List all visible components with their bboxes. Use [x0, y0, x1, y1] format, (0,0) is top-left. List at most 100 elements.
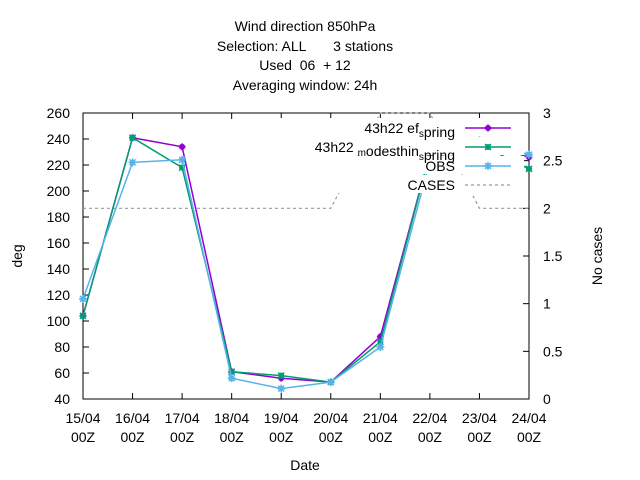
- x-tick-label-date: 19/04: [264, 410, 299, 426]
- y-tick-label: 120: [47, 287, 71, 303]
- y2-tick-label: 1.5: [543, 248, 563, 264]
- legend-background: [270, 118, 524, 136]
- legend-label-part: pring: [424, 147, 455, 163]
- marker-dot: [484, 143, 492, 151]
- data-point: [178, 143, 186, 151]
- x-tick-label-date: 23/04: [462, 410, 497, 426]
- marker-dot: [179, 157, 185, 163]
- data-point: [129, 134, 137, 142]
- title-line-2: Selection: ALL 3 stations: [217, 38, 393, 54]
- legend-label-part: ef: [407, 120, 419, 136]
- marker-dot: [278, 372, 285, 379]
- x-tick-label-time: 00Z: [517, 429, 542, 445]
- x-tick-label-date: 17/04: [165, 410, 200, 426]
- legend-label: 43h22 efspring: [364, 120, 455, 140]
- y-tick-label: 140: [47, 261, 71, 277]
- legend-background: [270, 137, 524, 155]
- x-tick-label-time: 00Z: [368, 429, 393, 445]
- marker-dot: [525, 165, 533, 172]
- data-point: [326, 378, 335, 387]
- legend-label-part: pring: [424, 124, 455, 140]
- plot-frame: [82, 112, 530, 400]
- y-tick-label: 200: [47, 183, 71, 199]
- legend-label-part: CASES: [408, 177, 455, 193]
- data-point: [525, 165, 533, 173]
- x-tick-label-date: 20/04: [313, 410, 348, 426]
- marker-dot: [278, 385, 284, 392]
- title-line-1: Wind direction 850hPa: [235, 18, 376, 34]
- data-point: [79, 312, 87, 320]
- legend-swatch-marker: [484, 162, 492, 170]
- title-line-3: Used 06 + 12: [259, 57, 351, 73]
- x-tick-label-date: 15/04: [65, 410, 100, 426]
- marker-dot: [79, 312, 87, 319]
- y2-tick-label: 1: [543, 296, 551, 312]
- y-tick-label: 100: [47, 313, 71, 329]
- legend-label-part: m: [358, 148, 366, 159]
- data-point: [79, 294, 87, 303]
- y2-axis-label: No cases: [589, 227, 605, 285]
- legend-label-part: OBS: [425, 158, 455, 174]
- x-tick-label-time: 00Z: [71, 429, 96, 445]
- legend-swatch-marker: [484, 124, 492, 132]
- legend-label: CASES: [408, 177, 455, 193]
- data-point: [227, 374, 236, 383]
- y2-tick-label: 2: [543, 200, 551, 216]
- data-point: [376, 343, 385, 351]
- data-point: [128, 158, 137, 167]
- x-tick-label-time: 00Z: [269, 429, 294, 445]
- legend-label: OBS: [425, 158, 455, 174]
- legend-swatch-marker: [484, 143, 492, 151]
- x-tick-label-date: 18/04: [214, 410, 249, 426]
- legend-label-part: s: [419, 129, 424, 140]
- y-axis-label: deg: [9, 244, 25, 267]
- chart-title: Wind direction 850hPa Selection: ALL 3 s…: [217, 18, 393, 93]
- x-tick-label-date: 21/04: [363, 410, 398, 426]
- x-tick-label-time: 00Z: [467, 429, 492, 445]
- y-tick-label: 260: [47, 105, 71, 121]
- y-tick-label: 40: [54, 391, 70, 407]
- legend-background: [270, 156, 524, 174]
- x-tick-label-time: 00Z: [120, 429, 145, 445]
- legend-label-part: odesthin: [366, 143, 419, 159]
- x-axis-label: Date: [290, 457, 320, 473]
- legend-label: 43h22 modesthinspring: [315, 139, 455, 163]
- legend-label-part: 43h22: [315, 139, 358, 155]
- data-point: [277, 384, 286, 393]
- y-tick-label: 80: [54, 339, 70, 355]
- x-tick-label-time: 00Z: [220, 429, 245, 445]
- marker-dot: [129, 134, 136, 141]
- marker-dot: [526, 151, 532, 158]
- marker-dot: [484, 124, 492, 132]
- marker-dot: [179, 143, 186, 150]
- x-tick-label-time: 00Z: [170, 429, 195, 445]
- data-point: [178, 155, 187, 164]
- y-tick-label: 240: [47, 131, 71, 147]
- marker-dot: [485, 163, 491, 169]
- series-2: [79, 136, 533, 393]
- y-tick-label: 180: [47, 209, 71, 225]
- legend-background: [270, 175, 524, 193]
- data-point: [525, 150, 533, 159]
- y-tick-label: 220: [47, 157, 71, 173]
- y2-tick-label: 3: [543, 105, 551, 121]
- legend-label-part: s: [419, 152, 424, 163]
- x-tick-label-date: 16/04: [115, 410, 150, 426]
- marker-dot: [80, 296, 86, 302]
- x-tick-label-date: 22/04: [412, 410, 447, 426]
- data-point: [277, 372, 285, 380]
- marker-dot: [129, 159, 136, 166]
- y-tick-label: 160: [47, 235, 71, 251]
- x-tick-label-time: 00Z: [418, 429, 443, 445]
- legend-label-part: 43h22: [364, 120, 407, 136]
- x-tick-label-date: 24/04: [511, 410, 546, 426]
- x-tick-label-time: 00Z: [319, 429, 344, 445]
- y-tick-label: 60: [54, 365, 70, 381]
- marker-dot: [328, 379, 334, 385]
- title-line-4: Averaging window: 24h: [233, 77, 378, 93]
- marker-dot: [377, 344, 384, 350]
- marker-dot: [228, 375, 235, 381]
- y2-tick-label: 2.5: [543, 153, 563, 169]
